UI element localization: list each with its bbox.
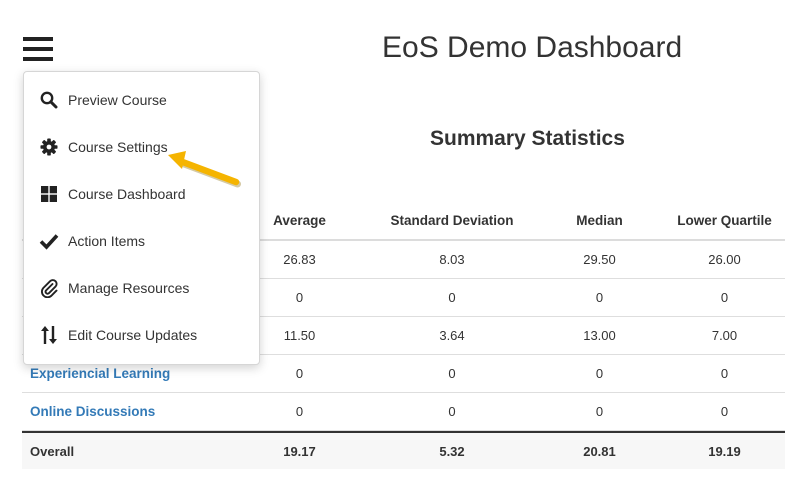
hamburger-bar bbox=[23, 47, 53, 51]
table-row: 26.83 8.03 29.50 26.00 bbox=[22, 241, 785, 279]
cell-average: 0 bbox=[295, 290, 304, 305]
row-name-link-experiencial-learning[interactable]: Experiencial Learning bbox=[30, 366, 171, 381]
menu-item-edit-course-updates[interactable]: Edit Course Updates bbox=[24, 311, 259, 358]
paperclip-icon bbox=[39, 278, 59, 298]
column-header-average: Average bbox=[273, 212, 326, 228]
cell-standard-deviation: 0 bbox=[448, 290, 456, 305]
table-row: 0 0 0 0 bbox=[22, 279, 785, 317]
cell-average: 26.83 bbox=[283, 252, 316, 267]
menu-item-label: Course Settings bbox=[68, 138, 168, 155]
menu-item-manage-resources[interactable]: Manage Resources bbox=[24, 264, 259, 311]
table-row-overall: Overall 19.17 5.32 20.81 19.19 bbox=[22, 431, 785, 469]
menu-item-label: Manage Resources bbox=[68, 279, 190, 296]
menu-item-preview-course[interactable]: Preview Course bbox=[24, 76, 259, 123]
cell-lower-quartile: 0 bbox=[720, 366, 729, 381]
cell-standard-deviation: 5.32 bbox=[439, 443, 465, 459]
cell-median: 20.81 bbox=[583, 443, 616, 459]
cell-median: 29.50 bbox=[583, 252, 616, 267]
cell-average: 0 bbox=[295, 404, 304, 419]
menu-item-action-items[interactable]: Action Items bbox=[24, 217, 259, 264]
column-header-standard-deviation: Standard Deviation bbox=[390, 212, 514, 228]
table-header-row: Average Standard Deviation Median Lower … bbox=[22, 201, 785, 241]
menu-item-label: Course Dashboard bbox=[68, 185, 186, 202]
cell-lower-quartile: 0 bbox=[720, 404, 729, 419]
menu-item-label: Preview Course bbox=[68, 91, 167, 108]
cell-average: 19.17 bbox=[283, 443, 316, 459]
cell-lower-quartile: 0 bbox=[720, 290, 729, 305]
cell-lower-quartile: 26.00 bbox=[708, 252, 741, 267]
cell-average: 11.50 bbox=[283, 328, 316, 343]
cell-standard-deviation: 0 bbox=[448, 404, 456, 419]
summary-statistics-table: Average Standard Deviation Median Lower … bbox=[22, 201, 785, 469]
dashboard-grid-icon bbox=[39, 184, 59, 204]
table-row: Online Discussions 0 0 0 0 bbox=[22, 393, 785, 431]
column-header-lower-quartile: Lower Quartile bbox=[677, 212, 772, 228]
cell-average: 0 bbox=[295, 366, 304, 381]
cell-standard-deviation: 0 bbox=[448, 366, 456, 381]
cell-standard-deviation: 3.64 bbox=[439, 328, 465, 343]
row-name-overall: Overall bbox=[30, 443, 75, 459]
hamburger-menu-icon[interactable] bbox=[23, 37, 53, 62]
cell-lower-quartile: 7.00 bbox=[711, 328, 738, 343]
cell-lower-quartile: 19.19 bbox=[708, 443, 741, 459]
cell-standard-deviation: 8.03 bbox=[439, 252, 465, 267]
table-row: Experiencial Learning 0 0 0 0 bbox=[22, 355, 785, 393]
checkmark-icon bbox=[39, 231, 59, 251]
hamburger-bar bbox=[23, 57, 53, 61]
menu-item-label: Edit Course Updates bbox=[68, 326, 198, 343]
column-header-median: Median bbox=[576, 212, 623, 228]
summary-statistics-title: Summary Statistics bbox=[430, 127, 625, 150]
cell-median: 0 bbox=[595, 404, 604, 419]
page-title: EoS Demo Dashboard bbox=[382, 31, 683, 64]
course-dropdown-menu: Preview Course Course Settings bbox=[23, 71, 260, 365]
sort-arrows-icon bbox=[39, 325, 59, 345]
cell-median: 0 bbox=[595, 366, 604, 381]
menu-item-label: Action Items bbox=[68, 232, 146, 249]
menu-item-course-dashboard[interactable]: Course Dashboard bbox=[24, 170, 259, 217]
cell-median: 0 bbox=[595, 290, 604, 305]
menu-item-course-settings[interactable]: Course Settings bbox=[24, 123, 259, 170]
search-icon bbox=[39, 90, 59, 110]
table-row: 11.50 3.64 13.00 7.00 bbox=[22, 317, 785, 355]
gear-icon bbox=[39, 137, 59, 157]
cell-median: 13.00 bbox=[583, 328, 616, 343]
row-name-link-online-discussions[interactable]: Online Discussions bbox=[30, 404, 156, 419]
hamburger-bar bbox=[23, 37, 53, 41]
